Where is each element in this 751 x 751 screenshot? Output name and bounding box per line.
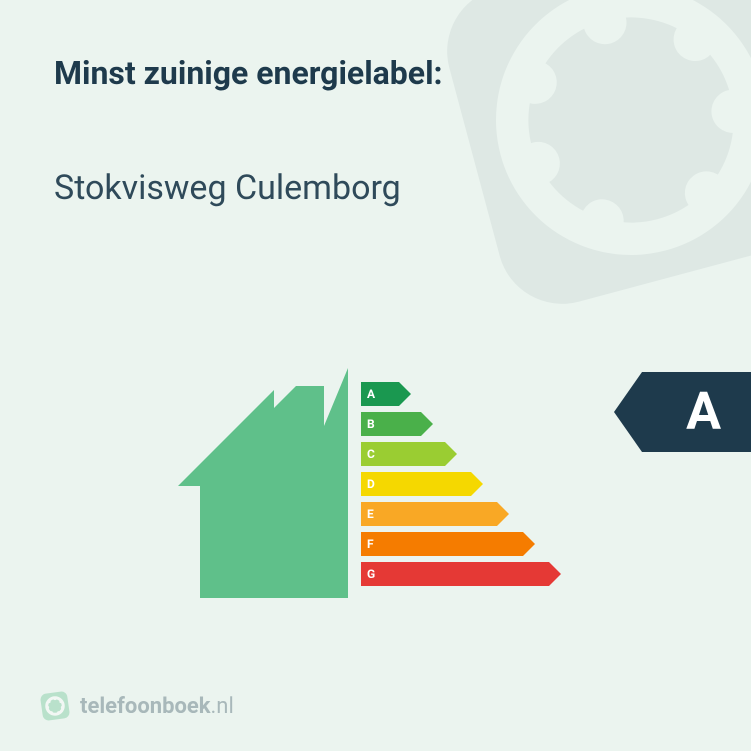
energy-bar-label: E [367, 502, 374, 526]
energy-bar: G [361, 562, 549, 586]
energy-bar-label: B [367, 412, 375, 436]
watermark-dial-icon [411, 0, 751, 340]
result-tag: A [642, 372, 751, 452]
energy-bar-row: A [361, 382, 549, 406]
energy-bar-row: G [361, 562, 549, 586]
energy-bar: C [361, 442, 445, 466]
energy-bar: D [361, 472, 471, 496]
energy-bar-label: G [367, 562, 375, 586]
footer-text: telefoonboek.nl [80, 694, 234, 719]
footer-brand: telefoonboek.nl [40, 691, 234, 721]
house-icon [178, 368, 348, 598]
result-letter: A [686, 386, 721, 438]
energy-bar: A [361, 382, 399, 406]
energy-bar-row: F [361, 532, 549, 556]
energy-label-chart: ABCDEFG [178, 368, 578, 608]
energy-bar-row: B [361, 412, 549, 436]
page-title: Minst zuinige energielabel: [54, 54, 443, 92]
location-name: Stokvisweg Culemborg [54, 168, 401, 208]
energy-bar-row: C [361, 442, 549, 466]
energy-bar-row: D [361, 472, 549, 496]
energy-bar: E [361, 502, 497, 526]
footer-logo-icon [40, 691, 70, 721]
energy-bar-row: E [361, 502, 549, 526]
energy-bar-label: D [367, 472, 375, 496]
energy-bars: ABCDEFG [361, 382, 549, 592]
energy-bar-label: C [367, 442, 375, 466]
footer-brand-name: telefoonboek [80, 694, 211, 719]
footer-brand-tld: .nl [211, 694, 234, 719]
energy-bar: B [361, 412, 421, 436]
energy-bar-label: A [367, 382, 375, 406]
energy-bar-label: F [367, 532, 374, 556]
energy-bar: F [361, 532, 523, 556]
